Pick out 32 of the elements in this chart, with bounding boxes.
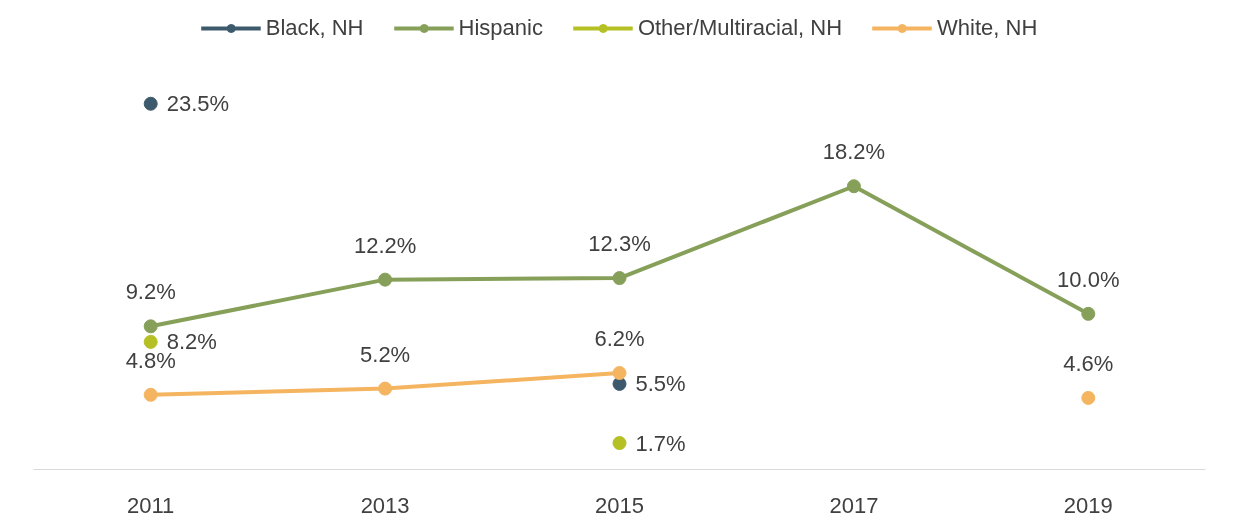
data-label: 5.2% [360, 341, 411, 367]
data-label: 4.6% [1063, 350, 1114, 376]
legend-label: Black, NH [265, 15, 364, 41]
data-label: 12.2% [353, 232, 417, 258]
legend-label: Hispanic [458, 15, 543, 41]
point [612, 366, 627, 380]
legend-label: White, NH [937, 15, 1038, 41]
point [378, 272, 393, 287]
data-label: 9.2% [125, 279, 176, 305]
data-label: 23.5% [166, 91, 230, 117]
legend-label: Other/Multiracial, NH [637, 15, 843, 41]
point [143, 96, 158, 111]
point [612, 436, 627, 451]
point [612, 271, 627, 286]
data-label: 10.0% [1057, 266, 1120, 292]
x-tick-label: 2017 [829, 492, 879, 518]
data-label: 12.3% [588, 231, 651, 257]
point [143, 387, 158, 402]
x-tick-label: 2019 [1063, 492, 1113, 518]
point [143, 319, 158, 334]
data-label: 18.2% [822, 139, 886, 165]
data-label: 1.7% [635, 430, 686, 456]
point [1081, 306, 1096, 321]
data-label: 5.5% [635, 371, 686, 397]
point [1081, 390, 1096, 405]
point [846, 179, 861, 194]
x-tick-label: 2013 [360, 492, 410, 518]
x-tick-label: 2011 [127, 492, 175, 518]
x-tick-label: 2015 [595, 492, 644, 518]
point [143, 334, 158, 349]
data-label: 6.2% [594, 326, 645, 352]
point [378, 381, 393, 396]
